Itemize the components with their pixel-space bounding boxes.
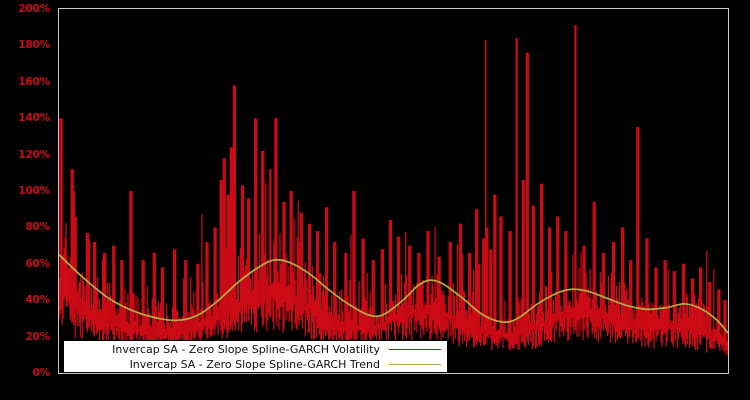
plot-inner — [59, 9, 728, 373]
legend: Invercap SA - Zero Slope Spline-GARCH Vo… — [63, 340, 448, 373]
legend-entry-trend: Invercap SA - Zero Slope Spline-GARCH Tr… — [64, 357, 447, 372]
y-axis-tick: 80% — [25, 221, 50, 234]
legend-label-trend: Invercap SA - Zero Slope Spline-GARCH Tr… — [129, 357, 380, 371]
y-axis-tick: 120% — [18, 148, 50, 161]
plot-area — [58, 8, 729, 374]
y-axis-tick: 0% — [32, 367, 51, 379]
y-axis-tick: 180% — [18, 39, 50, 52]
volatility-series — [59, 25, 728, 356]
y-axis-tick: 160% — [18, 75, 50, 88]
y-axis-tick: 200% — [18, 3, 50, 15]
chart-svg — [59, 25, 728, 356]
y-axis-tick: 100% — [18, 185, 50, 197]
trend-series — [59, 254, 728, 334]
y-axis-labels: 0% 20% 40% 60% 80% 100% 120% 140% 160% 180% 200% — [0, 0, 58, 400]
y-axis-tick: 40% — [25, 294, 50, 307]
legend-entry-volatility: Invercap SA - Zero Slope Spline-GARCH Vo… — [64, 342, 447, 357]
y-axis-tick: 140% — [18, 112, 50, 125]
legend-label-volatility: Invercap SA - Zero Slope Spline-GARCH Vo… — [112, 342, 380, 356]
y-axis-tick: 20% — [25, 330, 50, 343]
y-axis-tick: 60% — [25, 257, 50, 270]
legend-swatch-volatility — [389, 348, 441, 350]
legend-swatch-trend — [389, 363, 441, 365]
